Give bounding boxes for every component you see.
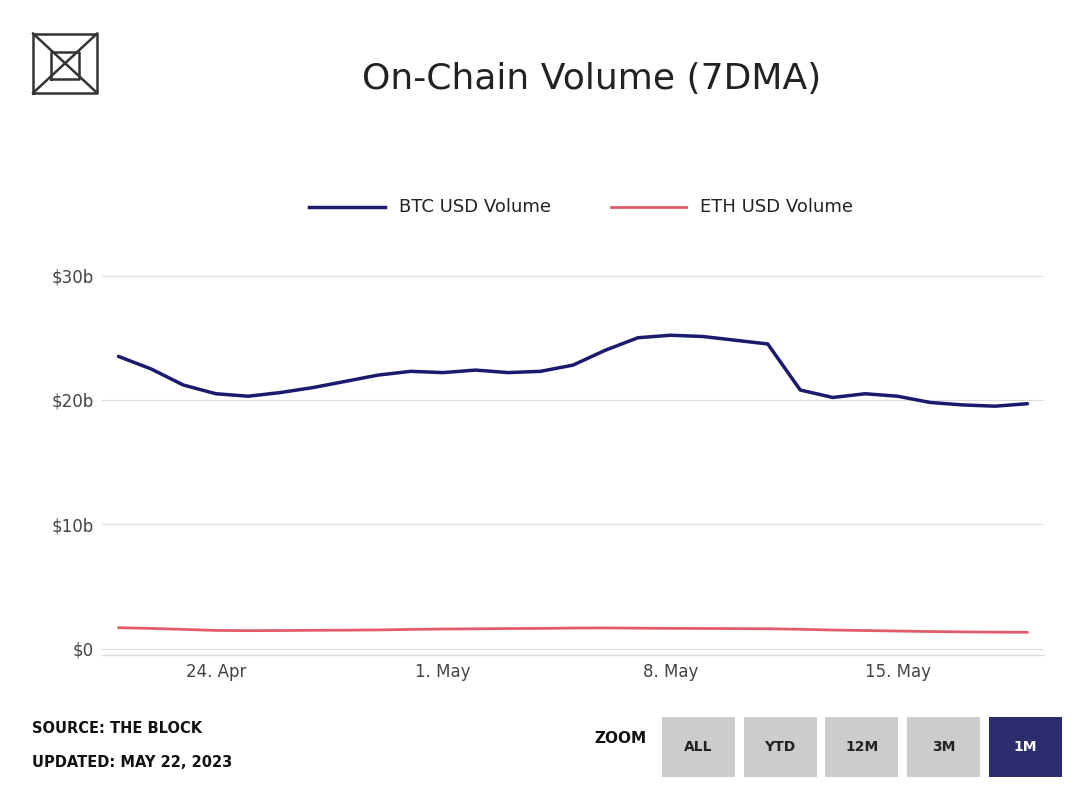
- Text: ZOOM: ZOOM: [595, 730, 647, 746]
- Text: On-Chain Volume (7DMA): On-Chain Volume (7DMA): [363, 63, 821, 96]
- Text: ETH USD Volume: ETH USD Volume: [700, 198, 853, 216]
- Text: 12M: 12M: [846, 740, 878, 754]
- Text: ALL: ALL: [684, 740, 712, 754]
- Text: 1M: 1M: [1014, 740, 1037, 754]
- Text: 3M: 3M: [932, 740, 955, 754]
- Text: BTC USD Volume: BTC USD Volume: [399, 198, 551, 216]
- Text: YTD: YTD: [764, 740, 796, 754]
- Text: UPDATED: MAY 22, 2023: UPDATED: MAY 22, 2023: [32, 756, 232, 770]
- Text: SOURCE: THE BLOCK: SOURCE: THE BLOCK: [32, 721, 202, 735]
